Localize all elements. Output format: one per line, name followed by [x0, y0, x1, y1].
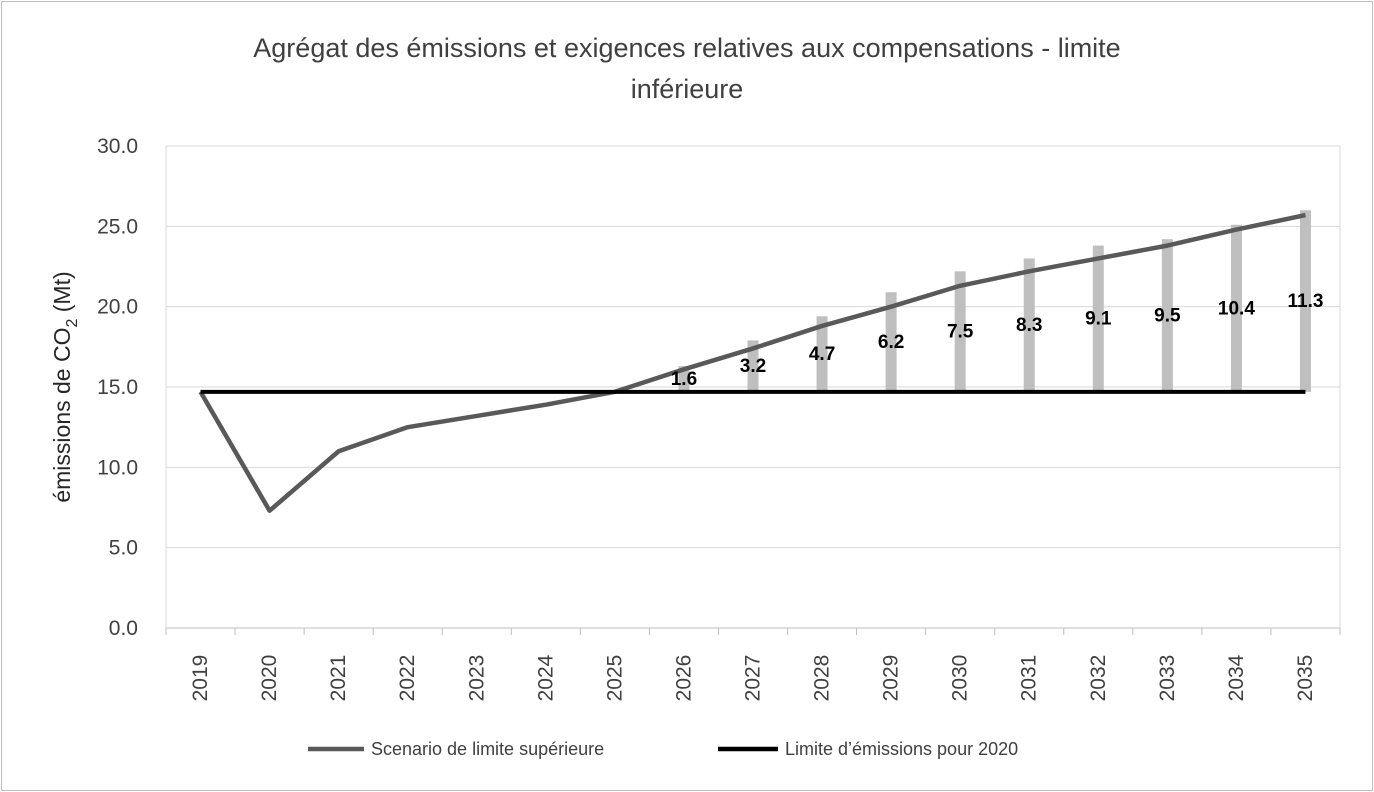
offset-bar-label: 9.5	[1154, 306, 1181, 327]
offset-bar	[1023, 258, 1035, 392]
offset-bar	[678, 366, 690, 392]
y-axis-label-suffix: (Mt)	[49, 271, 75, 318]
y-tick-label: 5.0	[109, 537, 138, 560]
offset-bar	[1299, 210, 1311, 392]
offset-bar	[1230, 224, 1242, 392]
x-tick-labels: 2019 2020 2021 2022 2023 2024 2025 2026 2027 2028…	[189, 654, 1317, 701]
y-tick-label: 25.0	[97, 215, 138, 238]
x-tick-label: 2025	[603, 655, 626, 702]
offset-bar-label: 10.4	[1218, 298, 1255, 319]
y-tick-label: 30.0	[97, 135, 138, 158]
offset-bar	[885, 292, 897, 392]
offset-bar-label: 4.7	[809, 344, 835, 365]
offset-bar-label: 1.6	[671, 369, 697, 390]
y-tick-labels: 0.0 5.0 10.0 15.0 20.0 25.0 30.0	[97, 135, 138, 640]
x-tick-label: 2024	[534, 654, 557, 701]
chart-title: Agrégat des émissions et exigences relat…	[0, 28, 1374, 110]
chart-title-line-1: Agrégat des émissions et exigences relat…	[253, 33, 1121, 63]
x-tick-label: 2033	[1156, 655, 1179, 702]
x-tick-label: 2023	[465, 655, 488, 702]
offset-bar	[747, 340, 759, 392]
scenario-line	[198, 212, 1306, 513]
offset-bar-label: 9.1	[1085, 309, 1112, 330]
offset-bar-label: 3.2	[740, 356, 766, 377]
data-labels: 1.6 3.2 4.7 6.2 7.5 8.3 9.1 9.5 10.4 11.3	[671, 291, 1324, 390]
x-tick-label: 2019	[189, 655, 212, 702]
x-tick-label: 2021	[327, 655, 350, 702]
y-tick-label: 0.0	[109, 617, 138, 640]
offset-bar-label: 7.5	[947, 322, 974, 343]
y-axis-label: émissions de CO2 (Mt)	[49, 271, 81, 502]
x-tick-label: 2031	[1018, 655, 1041, 702]
offset-bar	[1161, 239, 1173, 392]
x-tick-label: 2029	[880, 655, 903, 702]
x-tick-label: 2026	[672, 655, 695, 702]
series-lines	[198, 212, 1306, 513]
offset-bar-label: 8.3	[1016, 315, 1042, 336]
legend: Scenario de limite supérieure Limite d’é…	[308, 739, 1018, 759]
legend-label-scenario: Scenario de limite supérieure	[371, 739, 604, 759]
offset-bar-label: 11.3	[1288, 291, 1324, 312]
x-tick-label: 2032	[1087, 655, 1110, 702]
chart-title-line-2: inférieure	[630, 74, 744, 104]
offset-bar-label: 6.2	[878, 332, 904, 353]
x-tick-label: 2020	[258, 655, 281, 702]
y-tick-label: 15.0	[97, 376, 138, 399]
offset-bar	[816, 316, 828, 392]
y-axis-label-subscript: 2	[64, 319, 81, 328]
y-tick-label: 10.0	[97, 456, 138, 479]
x-tick-label: 2028	[811, 655, 834, 702]
offset-bar	[1092, 245, 1104, 392]
x-tick-label: 2034	[1225, 654, 1248, 701]
y-axis-label-main: émissions de CO	[49, 328, 75, 503]
offset-bars	[678, 210, 1311, 392]
y-tick-label: 20.0	[97, 296, 138, 319]
offset-bar	[954, 271, 966, 392]
x-tick-label: 2022	[396, 655, 419, 702]
legend-label-limit: Limite d’émissions pour 2020	[785, 739, 1018, 759]
x-tick-label: 2027	[742, 655, 765, 702]
x-tick-label: 2035	[1294, 655, 1317, 702]
x-tick-label: 2030	[949, 655, 972, 702]
